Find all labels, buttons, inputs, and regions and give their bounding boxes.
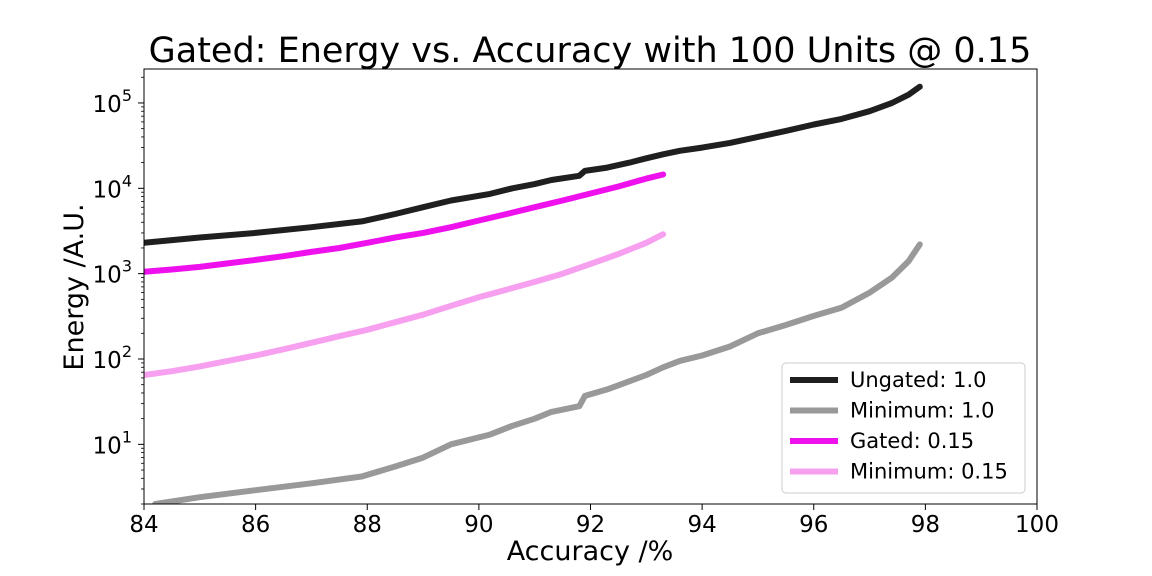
y-tick-label-3: 104 — [93, 171, 132, 203]
x-tick-label-6: 96 — [799, 512, 828, 538]
series-line-3 — [144, 231, 667, 378]
series-line-1 — [152, 241, 923, 504]
y-tick-label-0: 101 — [93, 427, 132, 459]
legend-label-1: Minimum: 1.0 — [850, 399, 994, 423]
x-tick-label-1: 86 — [241, 512, 270, 538]
plot-area — [144, 83, 923, 504]
chart-title: Gated: Energy vs. Accuracy with 100 Unit… — [149, 31, 1032, 71]
y-tick-label-4: 105 — [93, 86, 132, 118]
y-tick-label-2: 103 — [93, 257, 132, 289]
plot-frame — [143, 68, 1038, 505]
x-tick-label-7: 98 — [911, 512, 940, 538]
series-line-0 — [144, 83, 923, 246]
x-tick-label-2: 88 — [353, 512, 382, 538]
legend-box — [781, 362, 1026, 494]
legend-label-0: Ungated: 1.0 — [850, 368, 987, 392]
x-tick-label-5: 94 — [687, 512, 716, 538]
y-axis-ticks: 101 102 103 104 105 — [93, 76, 144, 505]
y-tick-label-1: 102 — [93, 342, 132, 374]
x-axis-label: Accuracy /% — [507, 536, 674, 567]
x-axis-ticks: 84 86 88 90 92 94 96 98 100 — [129, 504, 1059, 538]
legend: Ungated: 1.0 Minimum: 1.0 Gated: 0.15 Minim… — [781, 362, 1026, 494]
x-tick-label-8: 100 — [1015, 512, 1059, 538]
legend-label-2: Gated: 0.15 — [850, 429, 974, 453]
x-tick-label-3: 90 — [464, 512, 493, 538]
series-line-2 — [144, 171, 667, 275]
x-tick-label-0: 84 — [129, 512, 158, 538]
legend-label-3: Minimum: 0.15 — [850, 460, 1008, 484]
x-tick-label-4: 92 — [576, 512, 605, 538]
y-axis-label: Energy /A.U. — [59, 203, 90, 370]
